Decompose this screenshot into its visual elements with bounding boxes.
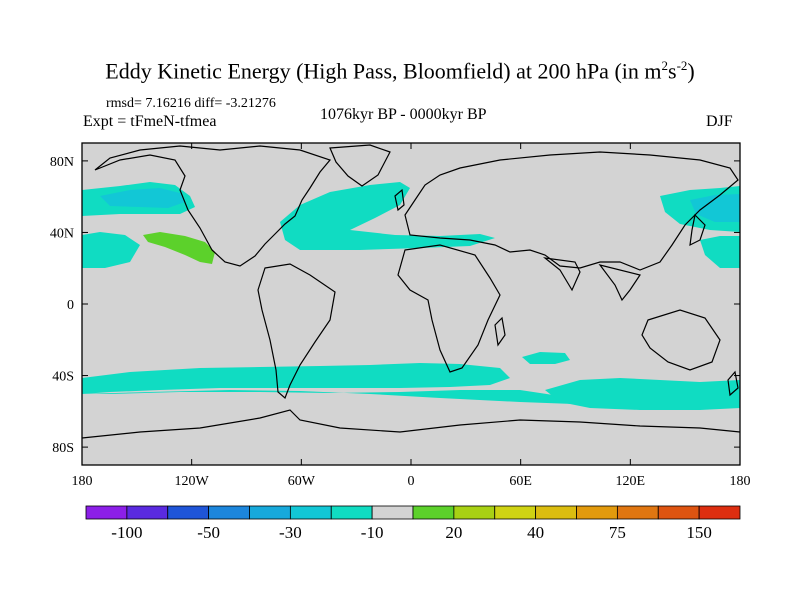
india-outline bbox=[542, 257, 581, 292]
x-tick-label: 180 bbox=[72, 474, 93, 489]
britain-outline bbox=[394, 188, 405, 212]
southern-ocean-band-east bbox=[545, 378, 740, 410]
colorbar-label: -100 bbox=[111, 523, 142, 542]
x-tick-label: 180 bbox=[730, 474, 751, 489]
colorbar-box bbox=[698, 505, 741, 520]
experiment-label: Expt = tFmeN-tfmea bbox=[83, 113, 217, 130]
colorbar-label: 150 bbox=[686, 523, 712, 542]
colorbar-box bbox=[249, 505, 291, 520]
colorbar-label: 40 bbox=[527, 523, 544, 542]
time-period-label: 1076kyr BP - 0000kyr BP bbox=[320, 106, 487, 123]
colorbar-box bbox=[330, 505, 373, 520]
y-tick-label: 80S bbox=[52, 441, 74, 456]
y-tick-label: 40S bbox=[52, 370, 74, 385]
north-pacific-core-west bbox=[100, 188, 185, 208]
colorbar-box bbox=[126, 505, 169, 520]
greenland-outline bbox=[329, 144, 391, 187]
south-america-outline bbox=[257, 263, 336, 400]
axes-layer: 180 120W 60W 0 60E 120E 180 80N 40N 0 40S 80S bbox=[50, 143, 751, 489]
eurasia-outline bbox=[404, 151, 739, 271]
colorbar-box bbox=[576, 505, 618, 520]
colorbar-box bbox=[85, 505, 128, 520]
colorbar-box bbox=[453, 505, 496, 520]
colorbar-box bbox=[289, 505, 332, 520]
colorbar-label: 75 bbox=[609, 523, 626, 542]
colorbar-box bbox=[535, 505, 577, 520]
colorbar-label: -10 bbox=[361, 523, 384, 542]
colorbar-box bbox=[412, 505, 455, 520]
indian-ocean-patch bbox=[522, 352, 570, 364]
colorbar-label: -50 bbox=[197, 523, 220, 542]
north-pacific-core-east bbox=[690, 194, 740, 222]
field-shading bbox=[82, 182, 740, 410]
north-america-outline bbox=[94, 145, 332, 267]
subtropical-pacific-band bbox=[82, 232, 140, 268]
africa-outline bbox=[397, 244, 501, 373]
green-positive-patch bbox=[143, 232, 215, 264]
colorbar-box bbox=[494, 505, 537, 520]
plot-title: Eddy Kinetic Energy (High Pass, Bloomfie… bbox=[105, 58, 695, 84]
y-tick-label: 40N bbox=[50, 226, 74, 241]
colorbar-box bbox=[371, 505, 414, 520]
southern-ocean-band-west bbox=[82, 363, 510, 394]
southeast-asia-outline bbox=[598, 264, 641, 302]
y-tick-label: 80N bbox=[50, 155, 74, 170]
antarctica-outline bbox=[82, 409, 740, 439]
madagascar-outline bbox=[494, 316, 506, 347]
japan-outline bbox=[689, 213, 706, 247]
colorbar-box bbox=[208, 505, 250, 520]
north-atlantic-band bbox=[280, 182, 495, 250]
colorbar: -100 -50 -30 -10 20 40 75 150 bbox=[85, 505, 741, 542]
x-tick-label: 60W bbox=[288, 474, 316, 489]
map-background bbox=[82, 143, 740, 465]
x-tick-label: 60E bbox=[509, 474, 532, 489]
x-tick-label: 120E bbox=[616, 474, 646, 489]
colorbar-box bbox=[616, 505, 659, 520]
colorbar-label: -30 bbox=[279, 523, 302, 542]
australia-outline bbox=[641, 309, 721, 371]
colorbar-box bbox=[657, 505, 700, 520]
subtropical-pacific-band-east bbox=[700, 236, 740, 268]
season-label: DJF bbox=[706, 113, 733, 130]
rmsd-diff-stats: rmsd= 7.16216 diff= -3.21276 bbox=[106, 96, 276, 111]
coastlines bbox=[82, 144, 740, 439]
y-tick-label: 0 bbox=[67, 298, 74, 313]
colorbar-box bbox=[167, 505, 210, 520]
x-tick-label: 0 bbox=[408, 474, 415, 489]
colorbar-label: 20 bbox=[445, 523, 462, 542]
new-zealand-outline bbox=[727, 370, 739, 397]
x-tick-label: 120W bbox=[175, 474, 210, 489]
